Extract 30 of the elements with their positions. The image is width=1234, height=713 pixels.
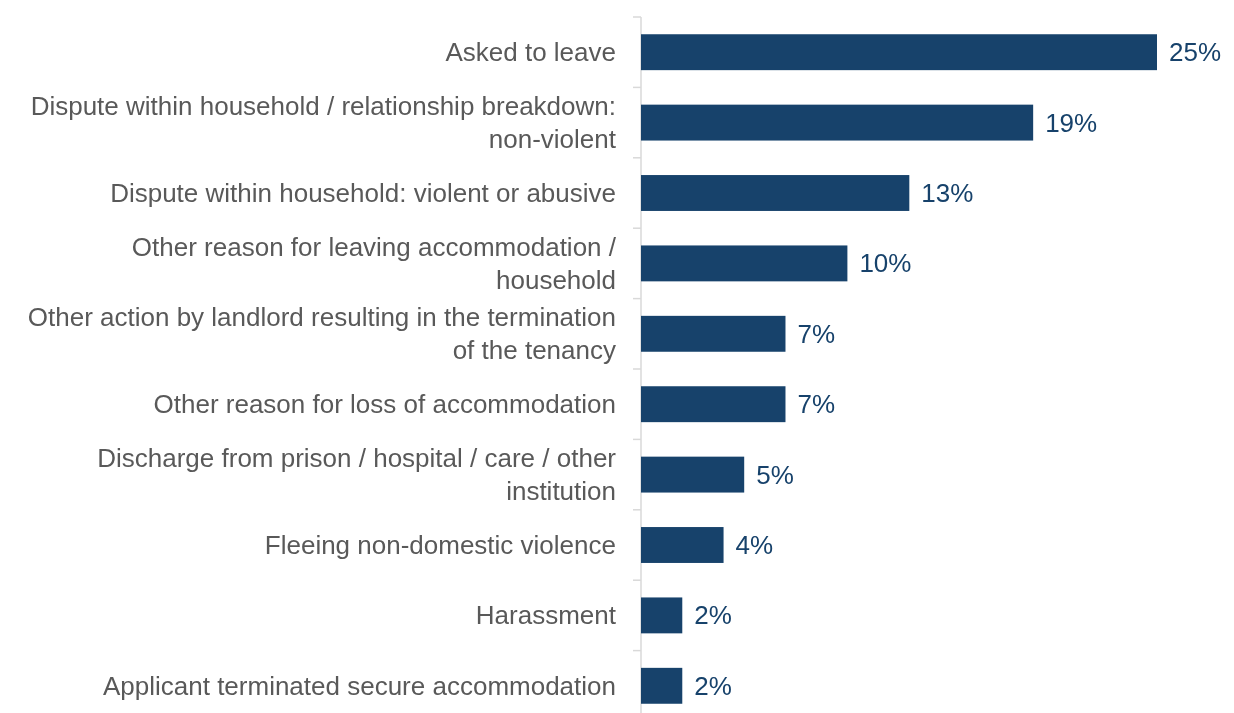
data-label: 19% <box>1045 107 1098 138</box>
bar <box>641 315 786 352</box>
data-label: 25% <box>1169 37 1222 68</box>
data-label: 5% <box>756 459 794 490</box>
bar <box>641 527 724 563</box>
y-tick-label: Asked to leave <box>445 37 616 68</box>
data-label: 4% <box>735 530 774 560</box>
y-tick-label: Other reason for leaving accommodation / household <box>131 231 617 295</box>
data-label: 7% <box>797 318 836 349</box>
data-label: 10% <box>859 248 912 279</box>
data-label: 13% <box>921 178 974 208</box>
bar <box>641 667 683 704</box>
y-tick-label: Discharge from prison / hospital / care / other institution <box>97 443 617 507</box>
y-tick-label: Other action by landlord resulting in the termination of the tenancy <box>27 302 616 366</box>
bar <box>641 175 910 211</box>
bar <box>641 104 1034 141</box>
data-label: 2% <box>694 670 732 701</box>
bar <box>641 456 745 493</box>
y-tick-label: Dispute within household: violent or abusive <box>110 178 616 208</box>
bar <box>641 245 848 282</box>
bar <box>641 386 786 423</box>
y-tick-label: Fleeing non-domestic violence <box>264 530 616 560</box>
y-tick-label: Dispute within household / relationship breakdown: non-violent <box>30 91 617 155</box>
data-label: 7% <box>797 389 836 420</box>
bar <box>641 597 683 634</box>
y-tick-label: Other reason for loss of accommodation <box>153 389 616 420</box>
y-tick-label: Harassment <box>475 600 617 631</box>
y-tick-label: Applicant terminated secure accommodation <box>102 670 616 701</box>
bar <box>641 34 1157 71</box>
data-label: 2% <box>694 600 732 631</box>
